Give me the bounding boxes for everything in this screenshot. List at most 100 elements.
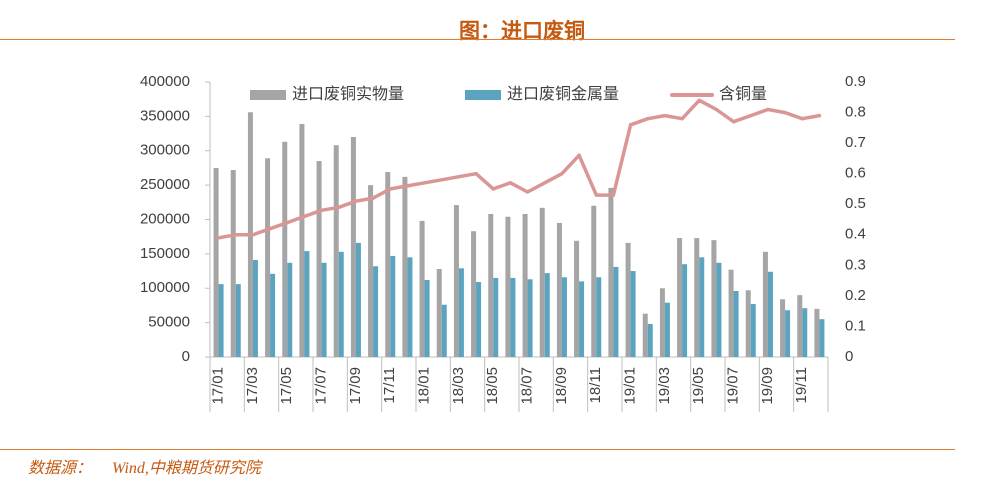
left-axis-tick-label: 200000 [140, 210, 190, 227]
right-axis-tick-label: 0.5 [845, 195, 866, 212]
metal-content-bar-23 [596, 277, 602, 357]
left-axis-tick-label: 300000 [140, 142, 190, 159]
metal-content-bar-21 [561, 277, 567, 357]
copper-content-point-1 [216, 236, 221, 240]
copper-content-point-19 [525, 190, 530, 194]
physical-volume-bar-11 [385, 172, 391, 357]
physical-volume-bar-19 [522, 214, 528, 357]
x-axis-tick-label: 17/03 [244, 367, 261, 405]
metal-content-bar-26 [647, 324, 653, 357]
physical-volume-bar-27 [659, 288, 665, 357]
physical-volume-bar-30 [711, 240, 717, 357]
copper-content-point-23 [594, 193, 598, 197]
page-title: 图：进口废铜 [459, 20, 585, 43]
x-axis-tick-label: 18/07 [519, 367, 536, 405]
x-axis-tick-label: 17/07 [313, 367, 330, 405]
metal-content-bar-15 [458, 268, 464, 357]
physical-volume-bar-35 [797, 295, 803, 357]
metal-content-bar-20 [544, 273, 550, 357]
right-axis-tick-label: 0.1 [845, 317, 866, 334]
metal-content-bar-6 [304, 251, 310, 357]
x-axis-tick-label: 19/09 [759, 367, 776, 405]
footer-divider [0, 449, 955, 450]
copper-content-point-24 [611, 193, 616, 197]
copper-content-point-11 [388, 187, 392, 191]
metal-content-bar-16 [476, 282, 482, 357]
metal-content-bar-9 [355, 242, 361, 357]
x-axis-tick-label: 19/03 [656, 367, 673, 405]
legend-item: 进口废铜实物量 [250, 85, 404, 103]
physical-volume-bar-34 [780, 299, 786, 357]
x-axis-tick-label: 19/05 [690, 367, 707, 405]
metal-content-bar-3 [252, 260, 258, 357]
copper-content-point-16 [474, 171, 478, 176]
metal-content-bar-4 [270, 273, 276, 357]
copper-content-point-33 [766, 107, 770, 112]
copper-content-point-27 [663, 113, 667, 118]
copper-content-point-7 [319, 208, 324, 213]
physical-volume-bar-4 [265, 158, 271, 357]
title-divider [0, 39, 955, 40]
physical-volume-bar-16 [471, 231, 477, 357]
physical-volume-bar-14 [436, 269, 442, 357]
metal-content-bar-13 [424, 280, 430, 357]
metal-content-bar-1 [218, 284, 224, 357]
legend-swatch [250, 90, 286, 100]
source-label: 数据源： [28, 460, 93, 477]
metal-content-bar-12 [407, 257, 413, 357]
legend-label: 含铜量 [719, 85, 767, 103]
copper-content-point-3 [251, 233, 255, 237]
physical-volume-bar-29 [694, 238, 700, 357]
copper-content-point-13 [422, 181, 427, 185]
metal-content-bar-29 [699, 257, 705, 357]
copper-content-point-9 [354, 199, 358, 203]
physical-volume-bar-13 [419, 220, 425, 357]
legend: 进口废铜实物量 进口废铜金属量 含铜量 [250, 85, 767, 103]
axes: 0 50000 100000 150000 200000 250000 300000 3500… [140, 73, 866, 412]
physical-volume-bar-9 [350, 137, 356, 357]
right-axis-tick-label: 0 [845, 348, 853, 365]
legend-label: 进口废铜金属量 [507, 85, 619, 103]
copper-content-point-35 [800, 116, 804, 121]
left-axis-tick-label: 100000 [140, 279, 190, 296]
right-axis-tick-label: 0.2 [845, 287, 866, 304]
metal-content-bar-33 [767, 271, 773, 357]
copper-content-point-5 [285, 220, 289, 225]
source-note: 数据源： Wind,中粮期货研究院 [28, 454, 261, 478]
x-axis-tick-label: 19/07 [725, 367, 742, 405]
copper-content-point-12 [405, 184, 410, 188]
right-axis-tick-label: 0.6 [845, 165, 866, 182]
left-axis-tick-label: 0 [182, 348, 190, 365]
copper-content-point-18 [508, 181, 513, 185]
copper-content-point-36 [817, 113, 822, 118]
physical-volume-bar-26 [642, 313, 648, 357]
metal-content-bar-14 [441, 304, 447, 357]
physical-volume-bar-2 [230, 170, 236, 357]
copper-content-point-31 [731, 120, 736, 124]
physical-volume-bar-21 [556, 222, 562, 357]
x-axis-tick-label: 17/05 [278, 367, 295, 405]
source-text: Wind,中粮期货研究院 [112, 460, 261, 477]
copper-content-point-30 [714, 107, 719, 112]
physical-volume-bar-12 [402, 176, 408, 357]
physical-volume-bar-18 [505, 216, 511, 357]
metal-content-bar-8 [338, 251, 344, 357]
metal-content-bar-7 [321, 262, 327, 357]
copper-content-point-14 [440, 178, 444, 182]
metal-content-bar-series [218, 242, 825, 357]
metal-content-bar-19 [527, 279, 533, 357]
metal-content-bar-5 [287, 262, 293, 357]
physical-volume-bar-8 [333, 145, 339, 357]
copper-content-point-29 [697, 98, 701, 103]
copper-content-point-28 [680, 116, 684, 121]
metal-content-bar-31 [733, 291, 739, 357]
physical-volume-bar-23 [591, 205, 597, 357]
copper-content-point-6 [302, 214, 307, 219]
copper-content-point-25 [628, 123, 633, 127]
x-axis-tick-label: 19/11 [793, 367, 810, 403]
metal-content-bar-17 [493, 277, 499, 357]
copper-content-point-26 [646, 116, 650, 121]
copper-content-point-20 [543, 181, 547, 185]
metal-content-bar-28 [682, 264, 688, 357]
metal-content-bar-35 [802, 308, 808, 357]
